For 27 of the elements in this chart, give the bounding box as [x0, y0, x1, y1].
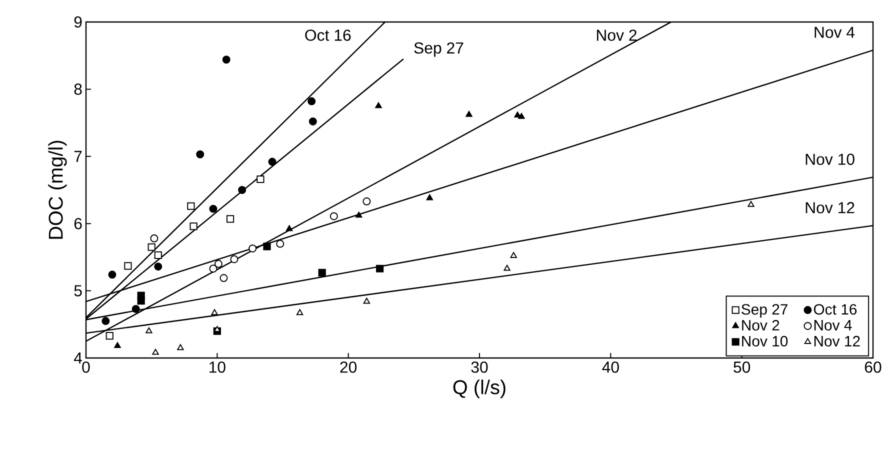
x-tick-label: 0: [82, 362, 90, 373]
series-label: Nov 4: [814, 26, 855, 38]
x-tick-label: 40: [602, 362, 619, 373]
x-tick-label: 50: [734, 362, 750, 373]
y-tick-label: 9: [74, 16, 82, 28]
x-tick-label: 10: [210, 362, 226, 373]
legend-label: Sep 27: [742, 304, 788, 318]
x-tick-label: 30: [471, 362, 488, 373]
legend-label: Nov 12: [814, 336, 860, 346]
series-label: Oct 16: [305, 30, 351, 41]
y-tick-label: 6: [74, 218, 82, 230]
legend-label: Nov 10: [742, 336, 788, 346]
x-axis-title: Q (l/s): [453, 380, 506, 398]
y-tick-label: 4: [74, 352, 82, 364]
y-tick-label: 7: [74, 150, 82, 162]
legend-label: Oct 16: [814, 304, 857, 315]
legend-label: Nov 2: [742, 320, 780, 331]
series-label: Sep 27: [414, 42, 464, 57]
x-tick-label: 20: [340, 362, 357, 373]
y-axis-title: DOC (mg/l): [48, 140, 67, 239]
x-tick-label: 60: [864, 362, 882, 373]
series-label: Nov 10: [806, 154, 854, 165]
series-label: Nov 12: [806, 202, 854, 214]
y-tick-label: 8: [74, 84, 82, 95]
y-tick-label: 5: [74, 285, 82, 296]
series-label: Nov 2: [597, 30, 637, 41]
legend-label: Nov 4: [814, 320, 852, 330]
